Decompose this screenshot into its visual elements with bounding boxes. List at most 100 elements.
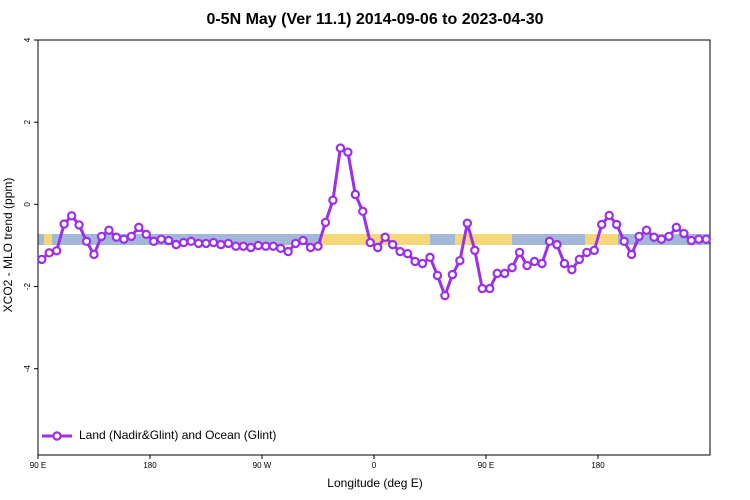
legend-label: Land (Nadir&Glint) and Ocean (Glint) [79, 428, 276, 442]
data-point [671, 222, 682, 233]
data-point [574, 254, 585, 265]
data-point [268, 241, 278, 251]
data-point [313, 241, 323, 251]
y-tick-label: -2 [23, 282, 32, 290]
data-point [134, 222, 144, 233]
x-tick-label: 180 [591, 461, 605, 470]
y-axis-title: XCO2 - MLO trend (ppm) [1, 178, 15, 313]
data-point [544, 236, 555, 247]
data-point [231, 241, 241, 251]
data-point [611, 219, 622, 230]
data-point [694, 234, 704, 244]
data-point [223, 238, 234, 249]
data-point [387, 239, 398, 250]
data-point [567, 264, 577, 275]
y-tick-label: -4 [23, 365, 32, 373]
data-point [552, 239, 562, 250]
data-point [74, 220, 84, 230]
data-point [44, 248, 54, 258]
data-point [365, 237, 375, 248]
data-point [522, 260, 532, 271]
data-point [619, 236, 629, 247]
data-point [492, 268, 502, 279]
data-point [395, 246, 405, 257]
legend-marker [52, 431, 62, 441]
series-line [40, 146, 707, 298]
data-point [432, 270, 443, 281]
data-point [440, 290, 450, 301]
land-band [322, 234, 430, 245]
data-point [417, 258, 428, 269]
data-point [358, 206, 368, 217]
land-band [44, 234, 52, 245]
data-point [290, 238, 301, 249]
data-point [350, 189, 361, 200]
data-point [634, 231, 644, 242]
data-point [156, 234, 166, 244]
data-point [373, 242, 383, 253]
data-point [305, 242, 316, 253]
data-point [477, 283, 487, 294]
data-point [66, 211, 77, 221]
x-tick-label: 90 W [253, 461, 272, 470]
data-point [604, 210, 614, 221]
data-point [178, 237, 189, 248]
data-point [171, 239, 181, 250]
data-point [589, 245, 599, 256]
x-tick-label: 180 [143, 461, 157, 470]
y-tick-label: 4 [23, 37, 32, 42]
data-point [261, 241, 271, 251]
data-point [216, 239, 226, 250]
data-point [51, 246, 62, 256]
y-tick-label: 0 [23, 202, 32, 207]
data-point [149, 236, 159, 247]
data-point [529, 256, 540, 267]
data-point [656, 234, 667, 244]
data-point [163, 235, 174, 246]
x-tick-label: 90 E [478, 461, 494, 470]
data-point [626, 249, 637, 260]
data-point [298, 235, 308, 246]
data-point [455, 255, 465, 266]
data-point [343, 147, 353, 157]
data-point [664, 231, 674, 242]
data-point [514, 247, 525, 258]
data-point [275, 243, 286, 254]
data-point [96, 231, 107, 242]
data-point [208, 237, 219, 248]
data-point [499, 268, 510, 279]
x-tick-label: 90 E [30, 461, 46, 470]
data-point [238, 241, 249, 251]
data-point [582, 247, 592, 258]
data-point [111, 232, 122, 242]
y-tick-label: 2 [23, 119, 32, 124]
data-point [410, 256, 420, 267]
data-point [193, 238, 204, 249]
data-point [679, 228, 689, 239]
data-point [402, 248, 413, 259]
land-band [455, 234, 512, 245]
data-point [126, 231, 137, 242]
data-point [119, 234, 129, 244]
data-point [320, 217, 331, 228]
data-point [283, 246, 293, 257]
data-point [59, 219, 69, 229]
data-point [253, 240, 263, 251]
data-point [649, 232, 659, 242]
data-point [507, 262, 517, 273]
data-point [186, 236, 196, 247]
x-axis-title: Longitude (deg E) [327, 476, 422, 490]
data-point [425, 252, 435, 263]
chart-title: 0-5N May (Ver 11.1) 2014-09-06 to 2023-0… [206, 11, 543, 28]
surface-band [38, 234, 710, 245]
data-point [89, 249, 99, 260]
data-point [246, 242, 256, 253]
data-point [335, 143, 346, 153]
data-point [328, 195, 338, 205]
data-point [641, 225, 652, 235]
data-point [559, 258, 570, 269]
data-point [597, 219, 607, 230]
data-point [37, 254, 47, 265]
data-point [686, 235, 697, 246]
